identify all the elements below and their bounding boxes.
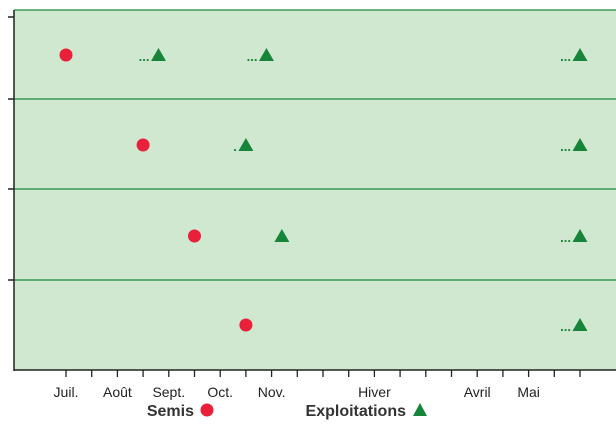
legend-semis-label: Semis <box>147 403 194 420</box>
exploitation-dots: ... <box>560 49 571 64</box>
x-tick-label: Oct. <box>207 384 233 400</box>
x-tick-label: Mai <box>517 384 540 400</box>
plot-background <box>14 10 616 370</box>
legend-exploitations-marker <box>413 403 427 416</box>
exploitation-marker <box>274 229 290 242</box>
x-tick-label: Août <box>103 384 132 400</box>
semis-marker <box>59 48 73 62</box>
x-tick-label: Sept. <box>152 384 185 400</box>
legend-semis-marker <box>200 403 214 417</box>
exploitation-dots: . <box>233 139 237 154</box>
exploitation-dots: ... <box>560 319 571 334</box>
semis-marker <box>188 229 201 243</box>
semis-marker <box>239 318 253 332</box>
exploitation-marker <box>572 138 588 151</box>
x-axis-ticks <box>65 370 581 377</box>
x-tick-label: Avril <box>464 384 491 400</box>
exploitation-marker <box>572 318 588 331</box>
legend: Semis Exploitations <box>147 403 427 420</box>
exploitation-dots: ... <box>247 49 258 64</box>
x-tick-label: Nov. <box>258 384 286 400</box>
exploitation-marker <box>151 48 167 61</box>
data-marks: ................... <box>59 48 588 334</box>
legend-exploitations-label: Exploitations <box>306 403 407 420</box>
exploitation-dots: ... <box>560 139 571 154</box>
grid-lines <box>14 9 616 281</box>
x-axis-labels: Juil. Août Sept. Oct. Nov. Hiver Avril Mai <box>54 384 540 400</box>
exploitation-marker <box>238 138 254 151</box>
exploitation-marker <box>258 48 274 61</box>
axes <box>8 10 616 371</box>
exploitation-marker <box>572 48 588 61</box>
exploitation-dots: ... <box>560 230 571 245</box>
semis-marker <box>136 138 150 152</box>
exploitation-dots: ... <box>139 49 150 64</box>
plot-area <box>14 10 616 370</box>
x-tick-label: Juil. <box>54 384 79 400</box>
exploitation-marker <box>572 229 588 242</box>
x-tick-label: Hiver <box>358 384 391 400</box>
